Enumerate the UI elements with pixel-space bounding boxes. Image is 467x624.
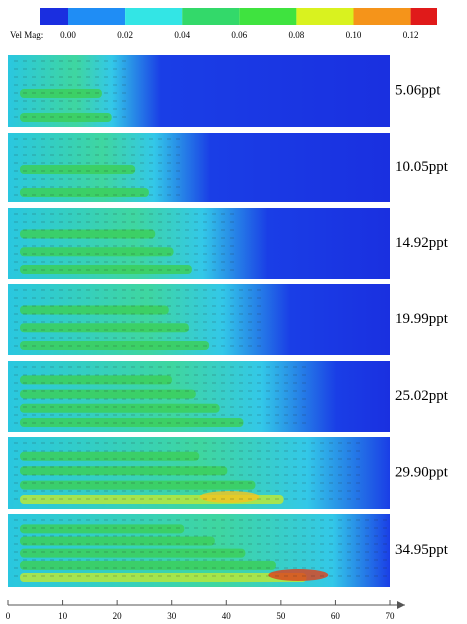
panel-label: 34.95ppt	[395, 542, 449, 558]
flow-band	[20, 265, 192, 274]
colorbar-segment	[239, 8, 296, 25]
colorbar-segment	[68, 8, 125, 25]
x-tick-label: 70	[386, 611, 396, 621]
flow-band	[20, 188, 149, 197]
figure: Vel Mag: 0.00 0.02 0.04 0.06 0.08 0.10 0.12 5.0…	[0, 0, 467, 624]
colorbar-tick-label: 0.00	[60, 30, 76, 40]
flow-band	[20, 165, 135, 174]
hot-spot	[200, 491, 260, 503]
x-tick-label: 30	[167, 611, 177, 621]
panel-label: 14.92ppt	[395, 235, 449, 251]
panel-label: 25.02ppt	[395, 388, 449, 404]
x-tick-label: 10	[58, 611, 68, 621]
colorbar-segment	[354, 8, 411, 25]
flow-band	[20, 230, 155, 239]
colorbar-tick-label: 0.06	[231, 30, 247, 40]
x-tick-label: 0	[6, 611, 11, 621]
colorbar-label: Vel Mag:	[10, 30, 43, 40]
colorbar-segment	[296, 8, 353, 25]
panel-label: 10.05ppt	[395, 159, 449, 175]
x-tick-label: 40	[222, 611, 232, 621]
colorbar-segment	[40, 8, 68, 25]
panel-label: 19.99ppt	[395, 311, 449, 327]
flow-band	[20, 549, 245, 558]
flow-band	[20, 561, 276, 570]
flow-band	[20, 89, 102, 98]
colorbar-segment	[125, 8, 182, 25]
x-tick-label: 60	[331, 611, 341, 621]
flow-band	[20, 418, 243, 427]
x-tick-label: 20	[113, 611, 123, 621]
flow-band	[20, 113, 112, 122]
panel-label: 5.06ppt	[395, 82, 441, 98]
colorbar-tick-label: 0.02	[117, 30, 133, 40]
colorbar-tick-label: 0.08	[289, 30, 305, 40]
flow-band	[20, 524, 184, 533]
colorbar-segment	[411, 8, 437, 25]
flow-band	[20, 341, 209, 350]
colorbar-tick-label: 0.10	[346, 30, 362, 40]
flow-band	[20, 306, 169, 315]
hot-spot	[268, 569, 328, 581]
flow-band	[20, 481, 255, 490]
colorbar-segment	[182, 8, 239, 25]
x-tick-label: 50	[276, 611, 286, 621]
colorbar-tick-label: 0.04	[174, 30, 190, 40]
flow-band	[20, 247, 174, 256]
flow-band	[20, 573, 307, 582]
panel-label: 29.90ppt	[395, 464, 449, 480]
flow-band	[20, 452, 199, 461]
colorbar-tick-label: 0.12	[403, 30, 419, 40]
flow-band	[20, 466, 227, 475]
flow-band	[20, 404, 220, 413]
flow-band	[20, 323, 189, 332]
